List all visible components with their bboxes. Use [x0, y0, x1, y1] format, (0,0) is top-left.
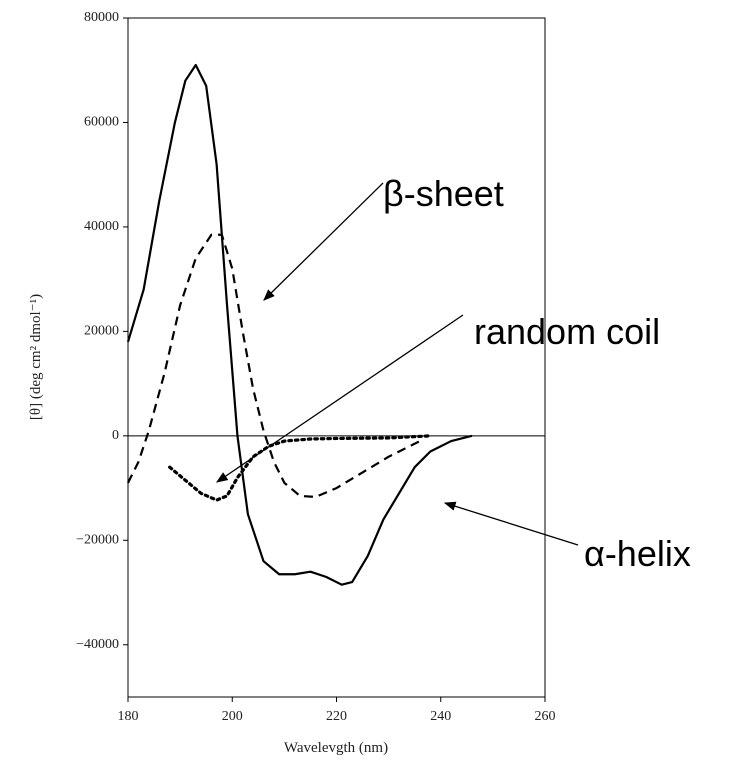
annotation: random coil: [474, 311, 660, 352]
series-line: [126, 63, 473, 586]
y-tick-label: 80000: [84, 10, 119, 25]
y-tick-label: 20000: [84, 324, 119, 339]
y-tick-label: 40000: [84, 219, 119, 234]
x-tick-label: 260: [535, 709, 556, 724]
x-tick-label: 180: [118, 709, 139, 724]
y-tick-label: 60000: [84, 115, 119, 130]
y-tick-label: 0: [112, 428, 119, 443]
annotation-arrow: [216, 314, 464, 483]
series-line: [127, 233, 421, 499]
annotation: β-sheet: [383, 173, 504, 214]
x-axis-title: Wavelevgth (nm): [284, 740, 388, 756]
annotation: α-helix: [584, 533, 691, 574]
x-tick-label: 200: [222, 709, 243, 724]
x-tick-label: 220: [326, 709, 347, 724]
annotation-arrow: [263, 182, 384, 301]
y-axis-title: [θ] (deg cm² dmol⁻¹): [28, 294, 44, 420]
x-tick-label: 240: [430, 709, 451, 724]
series-line: [168, 434, 432, 502]
y-tick-label: −20000: [76, 533, 119, 548]
plot-frame: [127, 17, 546, 698]
y-tick-label: −40000: [76, 637, 119, 652]
annotation-arrow: [443, 501, 579, 546]
